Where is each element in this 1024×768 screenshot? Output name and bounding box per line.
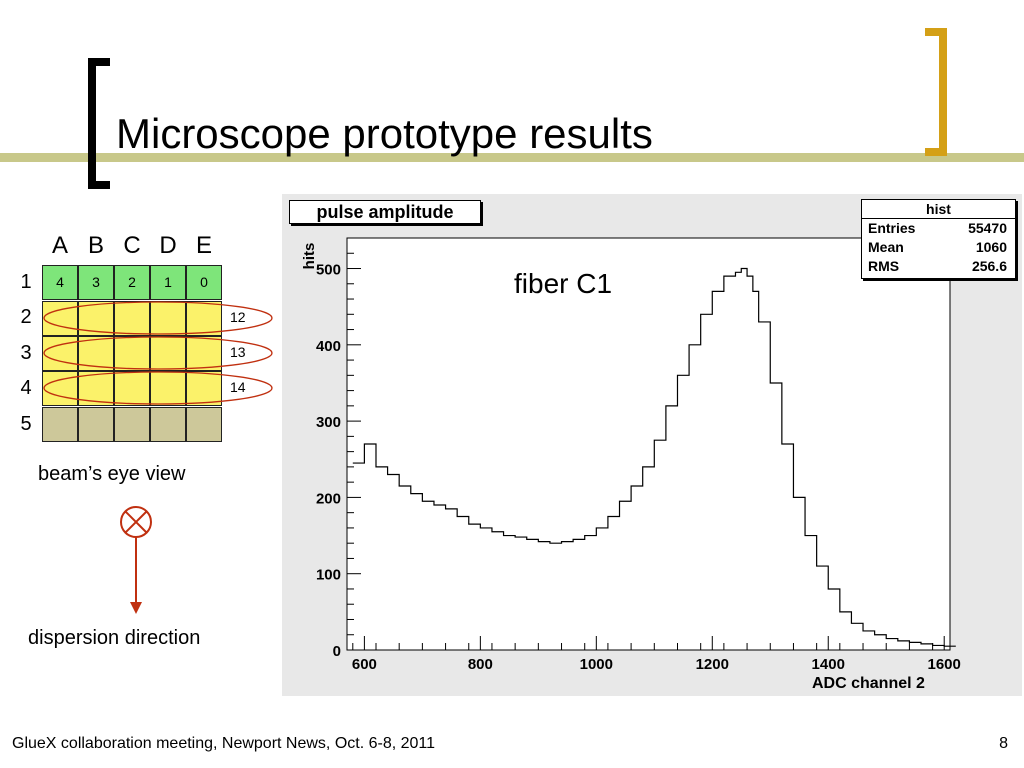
fiber-cell: [42, 301, 78, 336]
ring-label: 14: [230, 379, 246, 395]
fiber-cell: 3: [78, 265, 114, 300]
y-axis-label-wrap: hits: [290, 243, 330, 286]
fiber-cell: [42, 371, 78, 406]
stats-value: 256.6: [971, 258, 1007, 274]
fiber-cell: [114, 301, 150, 336]
row-label: 2: [20, 306, 32, 328]
y-tick-label: 500: [316, 262, 341, 279]
fiber-cell: [114, 407, 150, 442]
stats-box: hist Entries 55470 Mean 1060 RMS 256.6: [861, 199, 1016, 279]
column-label: B: [87, 232, 104, 259]
stats-value: 55470: [968, 220, 1007, 236]
fiber-cell: [150, 407, 186, 442]
row-rings: [43, 301, 273, 405]
y-tick-label: 400: [316, 338, 341, 355]
histogram-series: [352, 267, 956, 647]
page-title: Microscope prototype results: [116, 110, 653, 157]
x-tick-label: 800: [468, 656, 493, 673]
ring-outline: [43, 336, 273, 370]
dispersion-label: dispersion direction: [28, 627, 201, 649]
stats-row: RMS 256.6: [862, 257, 1015, 276]
column-label: A: [51, 232, 68, 259]
accent-bar: [0, 153, 1024, 162]
fiber-cell: [186, 371, 222, 406]
row-label: 4: [20, 377, 32, 399]
fiber-cell: [150, 371, 186, 406]
fiber-cell: 4: [42, 265, 78, 300]
x-tick-label: 1200: [696, 656, 729, 673]
row-label: 5: [20, 413, 32, 435]
ring-label: 12: [230, 309, 246, 325]
plot-area: [346, 237, 951, 651]
ring-outline: [43, 371, 273, 405]
row-label: 3: [20, 342, 32, 364]
x-axis-label: ADC channel 2: [812, 675, 925, 692]
fiber-cell: 2: [114, 265, 150, 300]
y-axis-label: hits: [301, 242, 318, 270]
fiber-cell: [42, 336, 78, 371]
footer-text: GlueX collaboration meeting, Newport New…: [12, 735, 436, 752]
stats-value: 1060: [975, 239, 1007, 255]
left-bracket: [88, 58, 110, 189]
fiber-cell: [114, 371, 150, 406]
stats-name: hist: [862, 200, 1015, 219]
fiber-cell: [78, 407, 114, 442]
column-label: E: [195, 232, 212, 259]
fiber-cell: 1: [150, 265, 186, 300]
right-bracket: [925, 28, 947, 156]
row-label: 1: [20, 271, 32, 293]
y-tick-label: 300: [316, 414, 341, 431]
x-tick-label: 600: [352, 656, 377, 673]
y-tick-label: 100: [316, 567, 341, 584]
column-label: D: [159, 232, 177, 259]
fiber-annotation: fiber C1: [514, 268, 613, 299]
stats-label: Mean: [868, 239, 904, 255]
fiber-cell: [114, 336, 150, 371]
stats-row: Mean 1060: [862, 238, 1015, 257]
ring-outline: [43, 301, 273, 335]
beam-view-label: beam’s eye view: [38, 463, 186, 485]
stats-label: RMS: [868, 258, 900, 274]
fiber-cell: [186, 336, 222, 371]
stats-row: Entries 55470: [862, 219, 1015, 238]
fiber-cell: [186, 301, 222, 336]
x-tick-label: 1400: [812, 656, 845, 673]
page-number: 8: [999, 735, 1008, 752]
fiber-cell: [42, 407, 78, 442]
column-label: C: [123, 232, 141, 259]
y-tick-label: 0: [333, 643, 341, 660]
y-tick-label: 200: [316, 490, 341, 507]
x-tick-label: 1600: [928, 656, 961, 673]
fiber-cell: 0: [186, 265, 222, 300]
x-tick-label: 1000: [580, 656, 613, 673]
histogram-title: pulse amplitude: [289, 200, 481, 224]
stats-label: Entries: [868, 220, 916, 236]
fiber-cell: [186, 407, 222, 442]
ring-label: 13: [230, 344, 246, 360]
